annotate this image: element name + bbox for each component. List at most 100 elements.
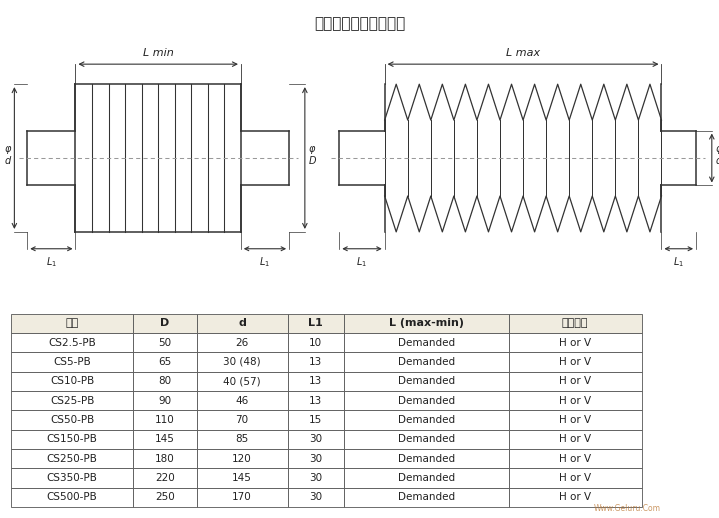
Text: 30: 30 [309, 473, 322, 483]
Bar [508, 352, 641, 371]
Text: 10: 10 [309, 338, 322, 348]
Text: 145: 145 [232, 473, 252, 483]
Text: H or V: H or V [559, 434, 591, 444]
Bar [508, 449, 641, 468]
Bar [508, 410, 641, 429]
Text: Demanded: Demanded [398, 338, 454, 348]
Text: CS150-PB: CS150-PB [47, 434, 98, 444]
Bar [344, 333, 508, 352]
Bar [196, 487, 288, 507]
Text: 220: 220 [155, 473, 175, 483]
Text: $L_1$: $L_1$ [46, 255, 57, 269]
Text: Demanded: Demanded [398, 492, 454, 502]
Bar [508, 333, 641, 352]
Bar [344, 468, 508, 487]
Text: Www.Geluru.Com: Www.Geluru.Com [594, 505, 661, 513]
Bar [134, 333, 196, 352]
Bar [508, 391, 641, 410]
Text: H or V: H or V [559, 492, 591, 502]
Text: D: D [308, 156, 316, 166]
Bar [196, 449, 288, 468]
Bar [344, 371, 508, 391]
Text: CS25-PB: CS25-PB [50, 396, 94, 406]
Text: 170: 170 [232, 492, 252, 502]
Text: 40 (57): 40 (57) [224, 376, 261, 386]
Text: d: d [715, 156, 719, 166]
Text: 46: 46 [236, 396, 249, 406]
Text: Demanded: Demanded [398, 434, 454, 444]
Bar [134, 313, 196, 333]
Text: Demanded: Demanded [398, 454, 454, 464]
Bar [508, 468, 641, 487]
Bar [11, 313, 134, 333]
Bar [196, 333, 288, 352]
Text: CS50-PB: CS50-PB [50, 415, 94, 425]
Bar [134, 487, 196, 507]
Bar [134, 352, 196, 371]
Text: H or V: H or V [559, 396, 591, 406]
Bar [11, 429, 134, 449]
Text: 26: 26 [236, 338, 249, 348]
Bar [344, 352, 508, 371]
Text: H or V: H or V [559, 338, 591, 348]
Bar [134, 391, 196, 410]
Text: CS2.5-PB: CS2.5-PB [48, 338, 96, 348]
Text: Demanded: Demanded [398, 473, 454, 483]
Bar [288, 313, 344, 333]
Bar [196, 391, 288, 410]
Text: 30 (48): 30 (48) [224, 357, 261, 367]
Text: $L_1$: $L_1$ [357, 255, 367, 269]
Text: Demanded: Demanded [398, 396, 454, 406]
Text: 风箱式防护套规格尺寸: 风箱式防护套规格尺寸 [314, 16, 405, 31]
Text: 145: 145 [155, 434, 175, 444]
Bar [288, 429, 344, 449]
Text: 120: 120 [232, 454, 252, 464]
Bar [344, 313, 508, 333]
Bar [196, 313, 288, 333]
Text: CS350-PB: CS350-PB [47, 473, 98, 483]
Bar [288, 449, 344, 468]
Bar [288, 410, 344, 429]
Text: 13: 13 [309, 396, 322, 406]
Text: 30: 30 [309, 454, 322, 464]
Bar [288, 352, 344, 371]
Bar [196, 429, 288, 449]
Text: φ: φ [715, 143, 719, 153]
Text: φ: φ [4, 143, 11, 153]
Bar [11, 371, 134, 391]
Bar [344, 429, 508, 449]
Text: 13: 13 [309, 357, 322, 367]
Text: $L_1$: $L_1$ [260, 255, 270, 269]
Bar [196, 410, 288, 429]
Bar [508, 371, 641, 391]
Text: 65: 65 [158, 357, 172, 367]
Text: Demanded: Demanded [398, 376, 454, 386]
Bar [288, 333, 344, 352]
Text: D: D [160, 319, 170, 328]
Text: H or V: H or V [559, 415, 591, 425]
Text: 13: 13 [309, 376, 322, 386]
Bar [344, 449, 508, 468]
Text: L1: L1 [308, 319, 323, 328]
Text: 85: 85 [236, 434, 249, 444]
Text: 型号: 型号 [65, 319, 79, 328]
Bar [508, 487, 641, 507]
Text: H or V: H or V [559, 357, 591, 367]
Bar [11, 487, 134, 507]
Bar [11, 391, 134, 410]
Bar [344, 391, 508, 410]
Bar [344, 410, 508, 429]
Bar [288, 487, 344, 507]
Bar [288, 391, 344, 410]
Bar [288, 468, 344, 487]
Bar [11, 333, 134, 352]
Text: 70: 70 [236, 415, 249, 425]
Bar [134, 449, 196, 468]
Text: Demanded: Demanded [398, 415, 454, 425]
Text: H or V: H or V [559, 376, 591, 386]
Text: 30: 30 [309, 434, 322, 444]
Bar [196, 352, 288, 371]
Bar [11, 352, 134, 371]
Text: CS10-PB: CS10-PB [50, 376, 94, 386]
Text: H or V: H or V [559, 473, 591, 483]
